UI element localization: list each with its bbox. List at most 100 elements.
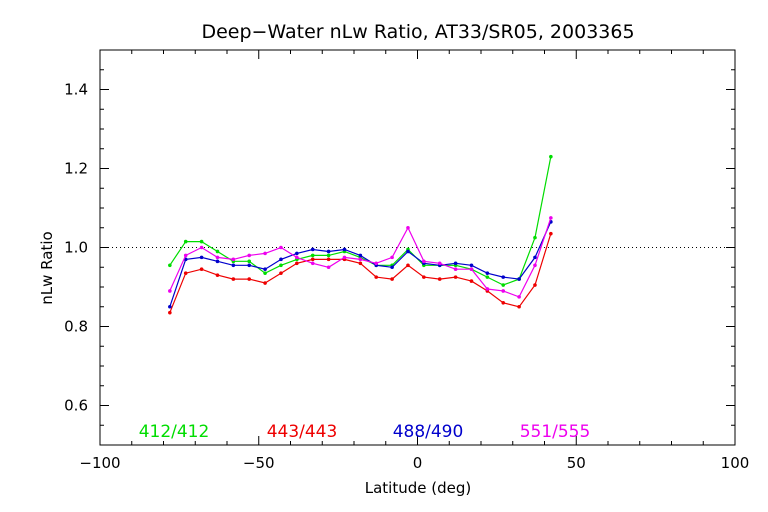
series-point bbox=[374, 275, 379, 279]
series-point bbox=[168, 310, 172, 315]
y-tick-label: 0.6 bbox=[64, 397, 88, 415]
series-point bbox=[326, 265, 331, 270]
series-point bbox=[310, 247, 315, 252]
series-point bbox=[422, 259, 426, 264]
series-point bbox=[215, 273, 220, 277]
series-point bbox=[453, 261, 458, 266]
series-point bbox=[374, 261, 379, 266]
series-point bbox=[469, 279, 474, 283]
series-point bbox=[517, 277, 521, 281]
x-tick-label: −50 bbox=[243, 454, 275, 472]
series-point bbox=[168, 263, 172, 268]
series-point bbox=[279, 245, 283, 250]
series-point bbox=[406, 249, 410, 254]
series-point bbox=[199, 255, 204, 260]
series-point bbox=[390, 255, 394, 260]
series-point bbox=[469, 267, 474, 272]
series-point bbox=[183, 253, 188, 258]
series-point bbox=[517, 304, 521, 309]
series-point bbox=[168, 289, 172, 293]
series-443-443 bbox=[168, 231, 553, 315]
series-point bbox=[453, 275, 458, 279]
series-point bbox=[485, 287, 490, 291]
series-point bbox=[279, 263, 283, 268]
y-tick-label: 1.4 bbox=[64, 81, 88, 99]
series-point bbox=[263, 271, 267, 275]
series-point bbox=[406, 263, 410, 268]
series-point bbox=[231, 277, 236, 281]
y-tick-label: 1.2 bbox=[64, 160, 88, 178]
series-point bbox=[247, 259, 252, 264]
series-point bbox=[358, 253, 363, 258]
series-point bbox=[390, 265, 394, 270]
series-point bbox=[501, 289, 506, 293]
x-tick-label: 100 bbox=[721, 454, 750, 472]
series-point bbox=[342, 247, 347, 252]
series-point bbox=[422, 275, 426, 279]
series-point bbox=[533, 255, 537, 260]
x-tick-label: 0 bbox=[413, 454, 423, 472]
series-point bbox=[247, 277, 252, 281]
series-point bbox=[183, 271, 188, 275]
legend-entry: 443/443 bbox=[267, 422, 338, 442]
series-point bbox=[295, 261, 299, 266]
series-point bbox=[263, 281, 267, 285]
series-point bbox=[501, 283, 506, 287]
series-point bbox=[533, 263, 537, 268]
series-point bbox=[295, 251, 299, 256]
axis-ticks bbox=[99, 50, 736, 445]
series-488-490 bbox=[168, 220, 553, 309]
legend-entry: 488/490 bbox=[393, 422, 464, 442]
series-point bbox=[501, 275, 506, 279]
axis-tick-labels: −100 −50 0 50 100 0.6 0.8 1.0 1.2 1.4 bbox=[64, 81, 749, 473]
series-point bbox=[263, 267, 267, 272]
series-point bbox=[485, 271, 490, 275]
series-point bbox=[279, 257, 283, 262]
series-point bbox=[215, 249, 220, 254]
series-point bbox=[549, 154, 553, 159]
series-point bbox=[533, 283, 537, 287]
series-point bbox=[247, 263, 252, 268]
series-point bbox=[231, 263, 236, 268]
chart-title: Deep−Water nLw Ratio, AT33/SR05, 2003365 bbox=[201, 21, 634, 43]
series-point bbox=[517, 295, 521, 299]
series-point bbox=[326, 249, 331, 254]
series-point bbox=[453, 267, 458, 272]
legend: 412/412 443/443 488/490 551/555 bbox=[139, 422, 591, 442]
series-412-412 bbox=[168, 154, 553, 287]
series-point bbox=[358, 257, 363, 262]
series-point bbox=[358, 261, 363, 266]
series-point bbox=[326, 253, 331, 258]
series-point bbox=[310, 253, 315, 258]
series-point bbox=[549, 216, 553, 220]
series-point bbox=[215, 259, 220, 264]
series-point bbox=[406, 225, 410, 230]
y-tick-label: 0.8 bbox=[64, 318, 88, 336]
legend-entry: 412/412 bbox=[139, 422, 210, 442]
series-point bbox=[168, 304, 172, 309]
series-line bbox=[169, 156, 552, 286]
x-tick-label: −100 bbox=[79, 454, 120, 472]
series-point bbox=[247, 253, 252, 258]
series-point bbox=[437, 261, 442, 266]
series-point bbox=[231, 257, 236, 262]
series-point bbox=[485, 275, 490, 279]
series-551-555 bbox=[168, 216, 553, 299]
x-axis-label: Latitude (deg) bbox=[365, 479, 471, 497]
series-point bbox=[469, 263, 474, 268]
series-point bbox=[549, 231, 553, 236]
data-series bbox=[168, 154, 553, 315]
series-point bbox=[263, 251, 267, 256]
series-line bbox=[169, 233, 552, 313]
series-point bbox=[310, 261, 315, 266]
series-point bbox=[279, 271, 283, 275]
series-point bbox=[501, 301, 506, 305]
series-point bbox=[437, 277, 442, 281]
series-point bbox=[295, 255, 299, 260]
series-point bbox=[533, 235, 537, 240]
x-tick-label: 50 bbox=[567, 454, 586, 472]
series-point bbox=[183, 239, 188, 244]
series-point bbox=[310, 257, 315, 262]
series-point bbox=[199, 245, 204, 250]
